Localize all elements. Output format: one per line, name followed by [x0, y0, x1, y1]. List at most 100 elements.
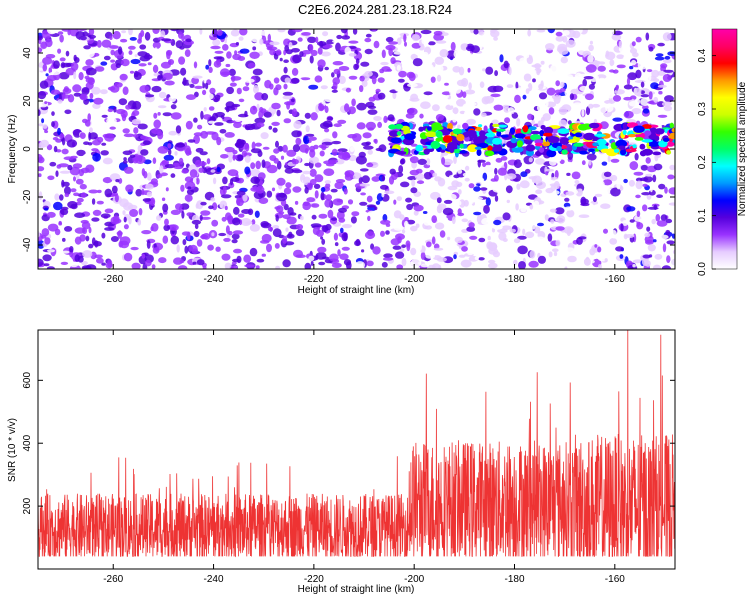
spectrogram-cell	[257, 172, 266, 180]
spectrogram-cell	[130, 58, 141, 65]
spectrogram-cell	[272, 127, 278, 133]
spectrogram-cell	[434, 176, 442, 182]
spectrogram-cell	[652, 264, 662, 269]
spectrogram-signal-cell	[568, 139, 577, 144]
spectrogram-cell	[601, 161, 608, 166]
spectrogram-cell	[224, 262, 232, 269]
spectrogram-signal-cell	[534, 145, 541, 150]
spectrogram-cell	[584, 210, 588, 216]
spectrogram-cell	[497, 167, 507, 176]
spectrogram-cell	[57, 127, 61, 136]
spectrogram-cell	[503, 60, 509, 69]
spectrogram-cell	[104, 208, 114, 214]
spectrogram-cell	[42, 63, 48, 72]
spectrogram-cell	[371, 75, 377, 85]
spectrogram-signal-cell	[459, 150, 468, 154]
spectrogram-cell	[282, 91, 294, 96]
spectrogram-cell	[573, 102, 582, 107]
spectrogram-cell	[180, 184, 185, 192]
spectrogram-cell	[341, 151, 351, 161]
spectrogram-cell	[88, 243, 94, 249]
spectrogram-cell	[622, 220, 628, 226]
spectrogram-cell	[117, 46, 123, 55]
spectrogram-cell	[294, 200, 299, 205]
spectrogram-signal-cell	[633, 125, 645, 133]
spectrogram-cell	[314, 190, 319, 199]
spectrogram-cell	[515, 81, 519, 90]
spectrogram-cell	[69, 166, 81, 176]
spectrogram-cell	[258, 197, 269, 204]
spectrogram-cell	[515, 29, 521, 36]
spectrogram-cell	[309, 44, 314, 52]
spectrogram-cell	[657, 42, 665, 47]
spectrogram-cell	[260, 221, 270, 227]
spectrogram-cell	[531, 175, 543, 184]
spectrogram-signal-cell	[525, 144, 536, 152]
spectrogram-x-label: Height of straight line (km)	[298, 285, 415, 296]
spectrogram-cell	[309, 55, 314, 64]
spectrogram-cell	[131, 118, 141, 125]
spectrogram-cell	[70, 62, 79, 71]
spectrogram-cell	[431, 236, 436, 245]
spectrogram-cell	[46, 29, 58, 35]
spectrogram-cell	[513, 238, 521, 244]
spectrogram-cell	[360, 61, 370, 67]
spectrogram-cell	[138, 208, 143, 216]
spectrogram-cell	[188, 76, 193, 85]
spectrogram-cell	[282, 218, 287, 223]
spectrogram-cell	[518, 261, 526, 269]
spectrogram-cell	[601, 82, 613, 88]
spectrogram-cell	[43, 263, 50, 267]
spectrogram-cell	[123, 216, 127, 223]
spectrogram-cell	[634, 228, 641, 234]
spectrogram-cell	[196, 239, 203, 247]
spectrogram-cell	[85, 67, 97, 76]
spectrogram-cell	[620, 223, 624, 232]
spectrogram-cell	[404, 41, 407, 47]
spectrogram-cell	[567, 120, 572, 125]
spectrogram-cell	[200, 110, 204, 120]
spectrogram-cell	[325, 194, 333, 201]
spectrogram-cell	[276, 205, 284, 214]
spectrogram-cell	[122, 210, 126, 216]
spectrogram-cell	[103, 55, 111, 61]
spectrogram-cell	[122, 86, 129, 95]
spectrogram-cell	[654, 56, 665, 61]
spectrogram-cell	[79, 35, 87, 41]
spectrogram-cell	[463, 199, 469, 207]
spectrogram-cell	[269, 41, 280, 46]
spectrogram-cell	[211, 232, 215, 237]
colorbar-gradient	[712, 29, 737, 269]
spectrogram-cell	[221, 253, 231, 261]
spectrogram-cell	[355, 58, 360, 65]
spectrogram-cell	[181, 169, 189, 174]
spectrogram-cell	[533, 200, 540, 207]
spectrogram-cell	[237, 213, 245, 218]
spectrogram-cell	[308, 136, 317, 141]
spectrogram-cell	[506, 173, 517, 180]
spectrogram-cell	[253, 85, 259, 94]
spectrogram-cell	[637, 60, 648, 70]
spectrogram-signal-cell	[622, 122, 628, 130]
spectrogram-cell	[120, 38, 128, 43]
spectrogram-cell	[634, 153, 639, 161]
spectrogram-cell	[568, 76, 575, 86]
spectrogram-cell	[70, 155, 78, 159]
spectrogram-cell	[548, 107, 555, 115]
spectrogram-cell	[251, 219, 256, 226]
spectrogram-cell	[153, 243, 157, 249]
spectrogram-cell	[487, 235, 491, 241]
spectrogram-cell	[76, 149, 86, 157]
spectrogram-cell	[384, 190, 395, 195]
spectrogram-cell	[283, 59, 289, 63]
spectrogram-cell	[310, 261, 314, 266]
spectrogram-cell	[313, 183, 321, 189]
spectrogram-cell	[600, 181, 605, 190]
spectrogram-cell	[520, 171, 528, 178]
spectrogram-cell	[339, 253, 349, 260]
spectrogram-cell	[343, 259, 352, 266]
spectrogram-cell	[258, 180, 264, 186]
spectrogram-cell	[154, 47, 158, 51]
spectrogram-cell	[580, 116, 590, 125]
spectrogram-cell	[457, 169, 463, 174]
